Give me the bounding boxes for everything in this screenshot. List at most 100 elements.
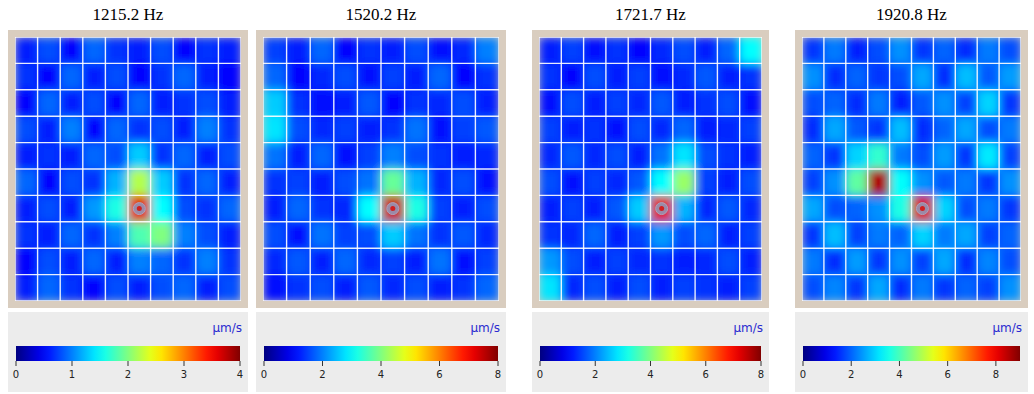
cell [475, 275, 499, 301]
cell [561, 143, 584, 170]
cell [287, 248, 311, 275]
cell [740, 116, 762, 143]
cell [263, 275, 287, 301]
cell [405, 275, 429, 301]
cell [15, 248, 38, 275]
cell [955, 143, 978, 170]
cell [977, 195, 1000, 222]
cell [933, 116, 956, 143]
cell [673, 248, 696, 275]
cell [955, 169, 978, 196]
cell [218, 63, 241, 90]
grid-line [15, 168, 241, 169]
cell [173, 37, 196, 64]
colorbar-tick [264, 361, 265, 366]
grid-line [263, 221, 499, 222]
cell [606, 222, 629, 249]
cell [428, 275, 452, 301]
cell [584, 195, 607, 222]
cell [15, 63, 38, 90]
cell [218, 143, 241, 170]
panel-title: 1215.2 Hz [93, 5, 164, 24]
cell [405, 90, 429, 117]
colorbar-tick-label: 0 [537, 369, 543, 380]
cell [802, 143, 825, 170]
cell [287, 37, 311, 64]
cell [628, 90, 651, 117]
cell [287, 63, 311, 90]
heatmap [539, 37, 762, 301]
cell [977, 169, 1000, 196]
colorbar-tick-label: 1 [69, 369, 75, 380]
cell [357, 143, 381, 170]
cell [287, 116, 311, 143]
cell [912, 37, 935, 64]
cell [218, 275, 241, 301]
cell [561, 90, 584, 117]
cell [695, 195, 718, 222]
cell [218, 169, 241, 196]
cell [381, 143, 405, 170]
grid-line [802, 89, 1021, 90]
colorbar-tick-label: 3 [181, 369, 187, 380]
cell [310, 169, 334, 196]
cell [717, 275, 740, 301]
cell [128, 116, 151, 143]
cell [890, 169, 913, 196]
colorbar-tick [540, 361, 541, 366]
cell [539, 63, 562, 90]
cell [196, 248, 219, 275]
cell [868, 195, 891, 222]
cell [846, 169, 869, 196]
colorbar-unit: μm/s [733, 321, 763, 335]
cell [83, 169, 106, 196]
cell [890, 195, 913, 222]
cell [196, 37, 219, 64]
colorbar-tick [72, 361, 73, 366]
panel-title: 1721.7 Hz [615, 5, 686, 24]
cell [561, 116, 584, 143]
cell [381, 169, 405, 196]
cell [105, 169, 128, 196]
cell [196, 275, 219, 301]
colorbar-tick-label: 4 [896, 369, 902, 380]
cell [717, 248, 740, 275]
cell [334, 37, 358, 64]
cell [912, 275, 935, 301]
grid-line [263, 168, 499, 169]
excitation-point [656, 203, 668, 215]
cell [452, 169, 476, 196]
grid-line [539, 37, 762, 38]
cell [584, 143, 607, 170]
cell [977, 222, 1000, 249]
map-frame [795, 30, 1028, 308]
cell [334, 116, 358, 143]
cell [651, 248, 674, 275]
grid-line [802, 115, 1021, 116]
grid-line [15, 195, 241, 196]
panel: 1215.2 Hzμm/s01234 [8, 5, 248, 392]
cell [802, 248, 825, 275]
cell [890, 143, 913, 170]
grid-line [15, 300, 241, 301]
cell [15, 195, 38, 222]
cell [38, 37, 61, 64]
cell [428, 63, 452, 90]
colorbar-tick [899, 361, 900, 366]
cell [628, 195, 651, 222]
cell [717, 90, 740, 117]
cell [561, 222, 584, 249]
cell [60, 90, 83, 117]
cell [802, 195, 825, 222]
cell [173, 195, 196, 222]
panel-title: 1520.2 Hz [346, 5, 417, 24]
cell [287, 90, 311, 117]
cell [38, 275, 61, 301]
cell [128, 37, 151, 64]
cell [846, 275, 869, 301]
excitation-point [387, 203, 399, 215]
cell [999, 143, 1021, 170]
cell [740, 143, 762, 170]
cell [15, 90, 38, 117]
cell [287, 275, 311, 301]
